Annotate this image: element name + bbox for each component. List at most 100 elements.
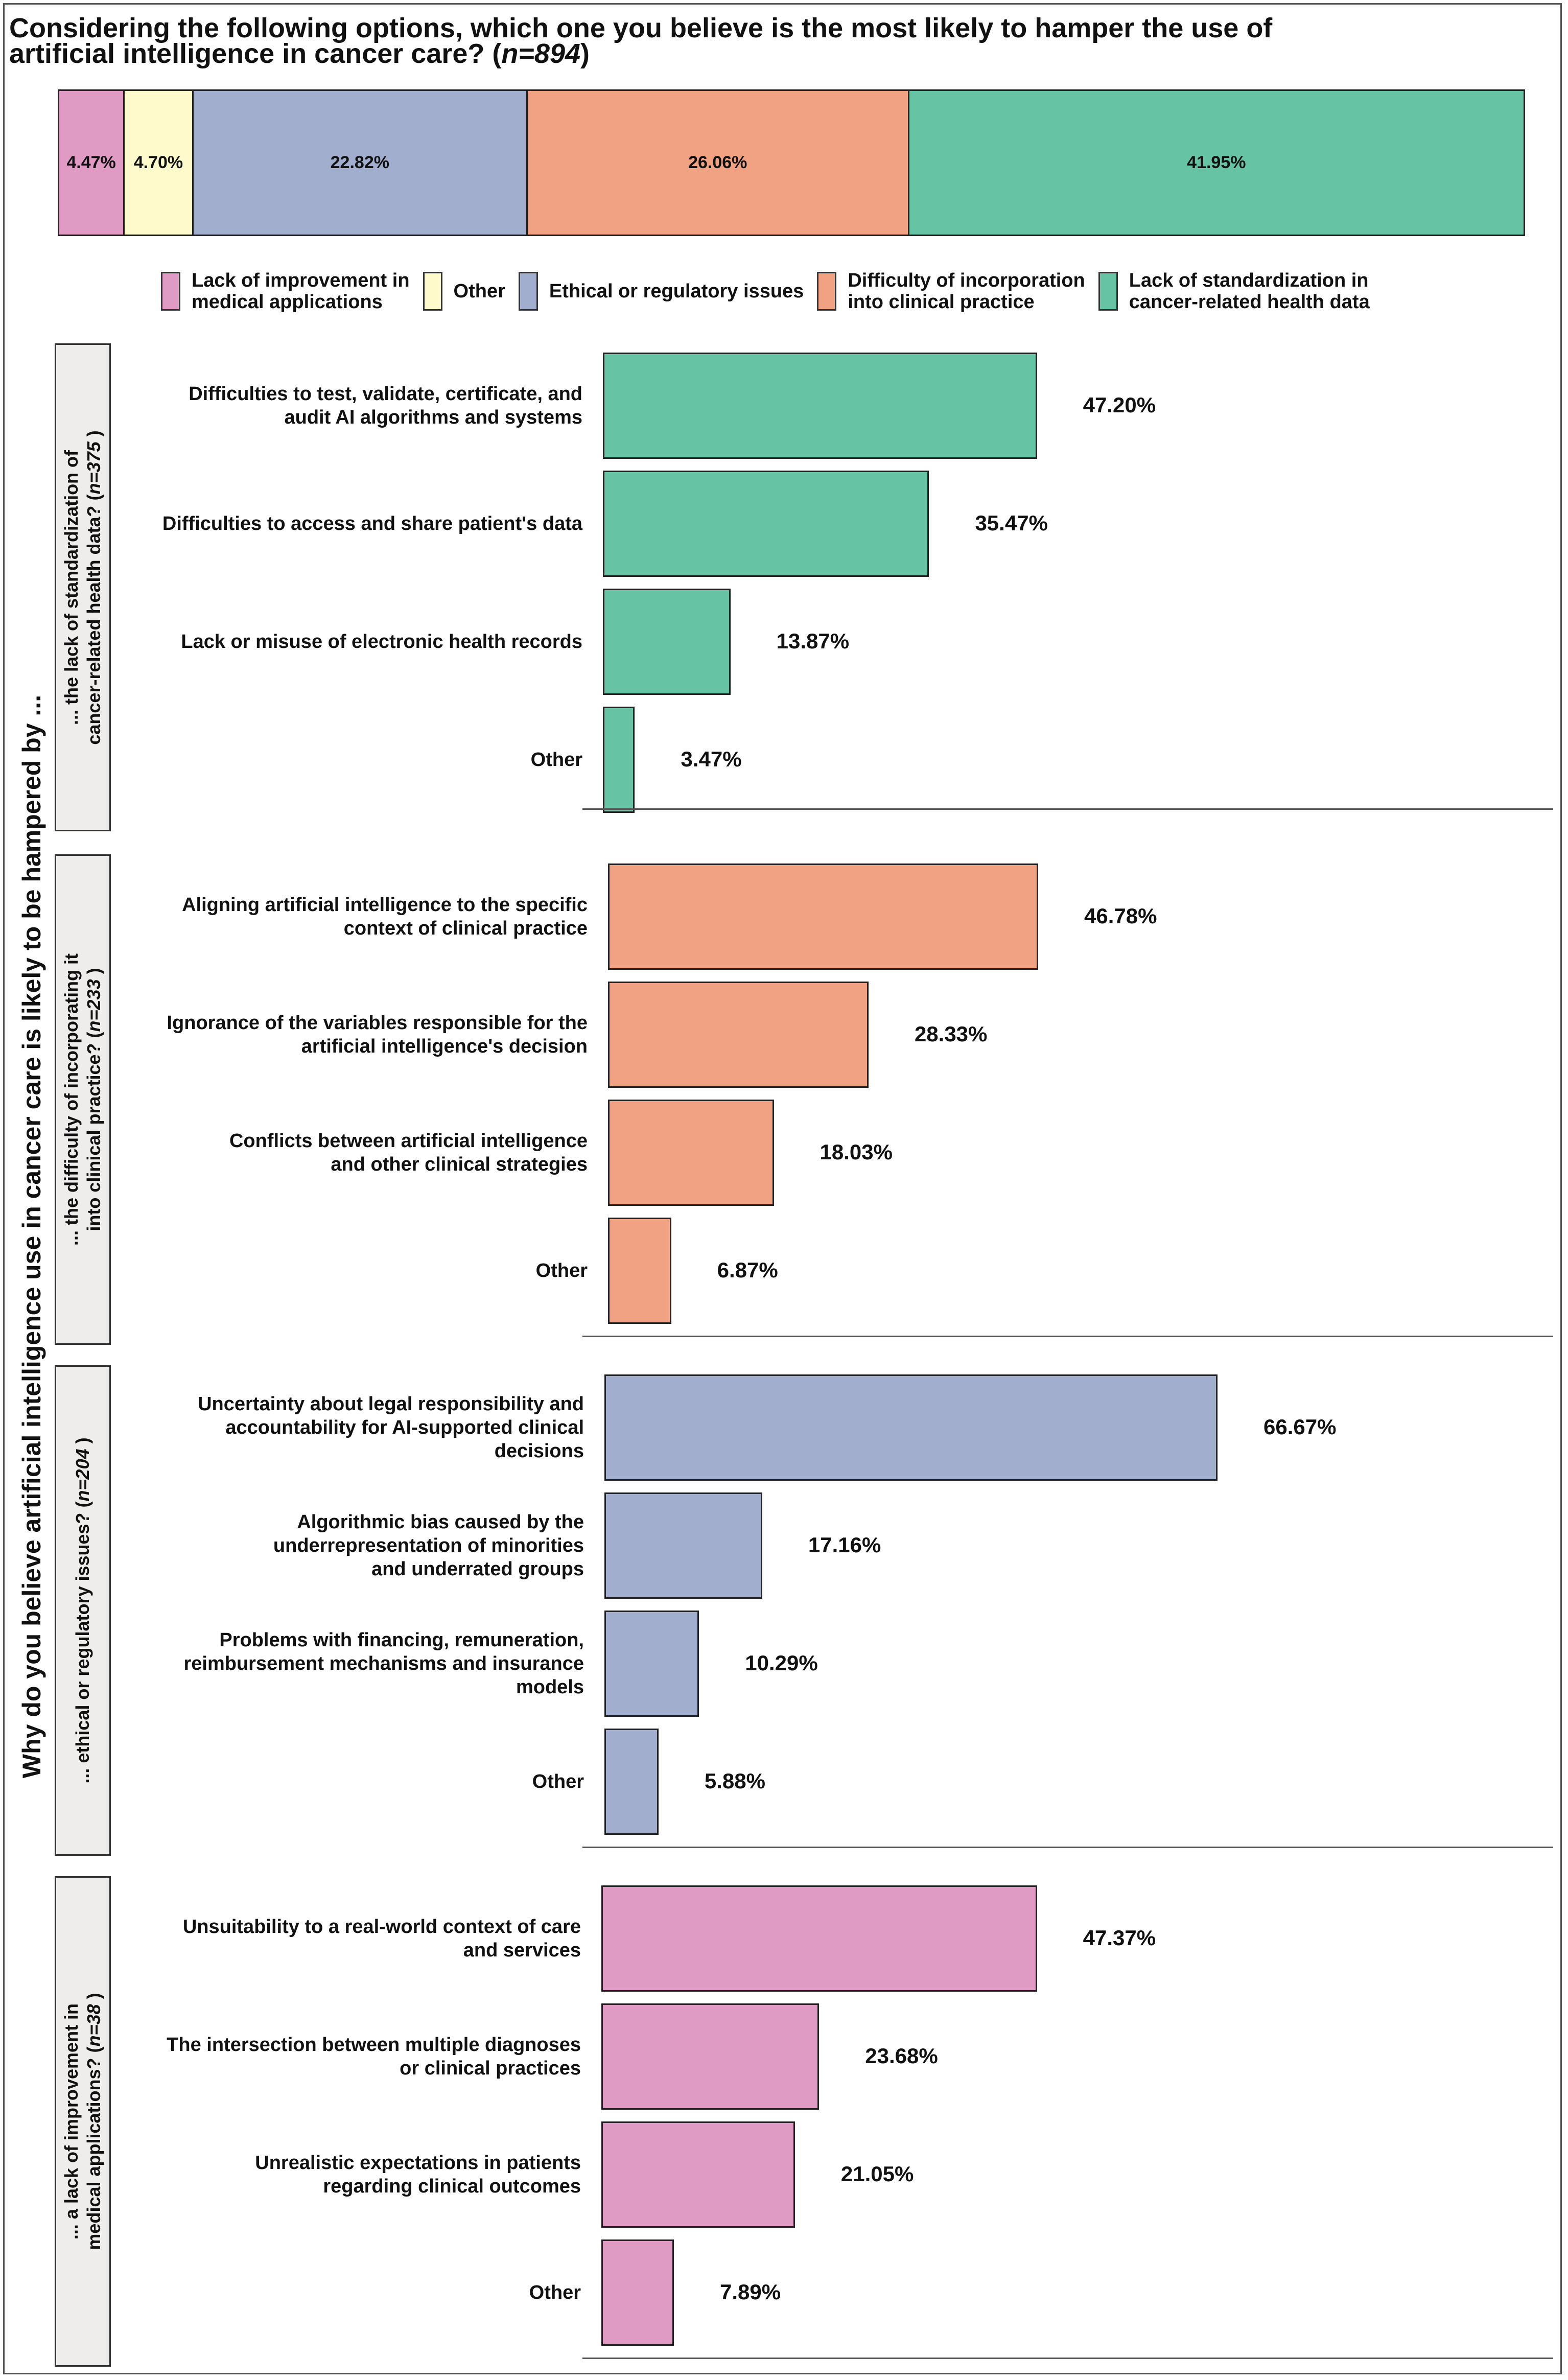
panel-strip-label: ... ethical or regulatory issues? (n=204… [72, 1437, 94, 1783]
bar-panel4-1 [601, 1885, 1037, 1992]
value-label: 35.47% [975, 511, 1048, 535]
panel-strip-2: ... the difficulty of incorporating it in… [55, 854, 111, 1345]
panel-strip-1: ... the lack of standardization of cancer… [55, 343, 111, 831]
bar-panel3-1 [604, 1374, 1218, 1481]
legend-label: Difficulty of incorporation into clinica… [848, 270, 1085, 313]
stacked-segment-5: 41.95% [909, 91, 1524, 235]
value-label: 23.68% [865, 2044, 938, 2068]
bar-panel2-1 [608, 864, 1039, 970]
value-label: 5.88% [704, 1769, 765, 1793]
bar-panel4-2 [601, 2003, 820, 2110]
category-label: Uncertainty about legal responsibility a… [198, 1393, 584, 1462]
panel-separator [582, 1847, 1553, 1848]
bar-panel2-3 [608, 1100, 774, 1206]
value-label: 7.89% [720, 2280, 781, 2304]
panel-strip-n: n=204 [72, 1449, 93, 1502]
bar-panel3-3 [604, 1611, 699, 1717]
panel-strip-4: ... a lack of improvement in medical appl… [55, 1876, 111, 2367]
stacked-segment-4: 26.06% [527, 91, 909, 235]
facet-axis-title-text: Why do you believe artificial intelligen… [17, 694, 46, 1779]
panel-strip-close: ) [83, 1993, 104, 2004]
bar-panel1-4 [603, 707, 635, 813]
legend-swatch [1098, 272, 1118, 311]
legend-item-1: Lack of improvement in medical applicati… [161, 270, 410, 313]
chart-title-close: ) [580, 38, 590, 69]
figure-frame [3, 3, 1562, 2374]
category-label: Unsuitability to a real-world context of… [182, 1916, 581, 1961]
category-label: Other [530, 749, 582, 771]
bar-panel2-2 [608, 982, 869, 1088]
panel-strip-label: ... the lack of standardization of cancer… [60, 430, 105, 744]
panel-strip-text: ... the difficulty of incorporating it [61, 953, 82, 1246]
panel-strip-label: ... the difficulty of incorporating it in… [60, 953, 105, 1246]
legend-item-3: Ethical or regulatory issues [518, 272, 804, 311]
category-label: Ignorance of the variables responsible f… [167, 1012, 588, 1057]
bar-panel1-3 [603, 589, 731, 695]
legend: Lack of improvement in medical applicati… [161, 268, 1383, 314]
value-label: 17.16% [808, 1533, 881, 1557]
category-label: Difficulties to access and share patient… [162, 513, 582, 534]
value-label: 21.05% [840, 2162, 914, 2186]
legend-label: Ethical or regulatory issues [549, 281, 804, 302]
panel-strip-close: ) [83, 430, 104, 441]
value-label: 28.33% [914, 1022, 988, 1046]
value-label: 13.87% [776, 629, 850, 653]
category-label: Aligning artificial intelligence to the … [182, 894, 588, 939]
legend-item-5: Lack of standardization in cancer-relate… [1098, 270, 1370, 313]
value-label: 10.29% [745, 1651, 818, 1675]
stacked-segment-label: 26.06% [688, 153, 747, 172]
legend-label: Other [453, 281, 505, 302]
bar-panel3-2 [604, 1492, 762, 1599]
legend-swatch [161, 272, 180, 311]
panel-separator [582, 1336, 1553, 1337]
category-label: Conflicts between artificial intelligenc… [229, 1130, 588, 1175]
bar-panel2-4 [608, 1218, 671, 1324]
value-label: 66.67% [1263, 1415, 1337, 1439]
stacked-segment-3: 22.82% [193, 91, 528, 235]
legend-swatch [817, 272, 837, 311]
category-label: The intersection between multiple diagno… [167, 2034, 581, 2079]
panel-strip-label: ... a lack of improvement in medical appl… [60, 1993, 105, 2250]
bar-panel1-1 [603, 353, 1037, 459]
value-label: 3.47% [681, 747, 742, 771]
chart-title-text: Considering the following options, which… [9, 13, 1273, 69]
legend-swatch [518, 272, 538, 311]
category-label: Lack or misuse of electronic health reco… [181, 631, 582, 652]
panel-separator [582, 808, 1553, 810]
category-label: Other [535, 1260, 588, 1281]
chart-title-n: n=894 [501, 38, 581, 69]
legend-swatch [423, 272, 442, 311]
stacked-segment-label: 22.82% [330, 153, 389, 172]
category-label: Unrealistic expectations in patients reg… [255, 2152, 581, 2197]
panel-strip-close: ) [83, 968, 104, 979]
bar-panel4-3 [601, 2121, 795, 2228]
bar-panel4-4 [601, 2239, 674, 2346]
stacked-segment-label: 4.47% [66, 153, 116, 172]
panel-strip-text: ... ethical or regulatory issues? ( [72, 1501, 93, 1784]
value-label: 47.20% [1083, 393, 1156, 417]
panel-strip-3: ... ethical or regulatory issues? (n=204… [55, 1365, 111, 1856]
legend-label: Lack of standardization in cancer-relate… [1129, 270, 1370, 313]
bar-panel1-2 [603, 471, 929, 577]
category-label: Algorithmic bias caused by the underrepr… [273, 1511, 584, 1580]
legend-label: Lack of improvement in medical applicati… [192, 270, 410, 313]
value-label: 47.37% [1083, 1926, 1156, 1950]
panel-strip-close: ) [72, 1437, 93, 1449]
legend-item-2: Other [423, 272, 505, 311]
stacked-segment-1: 4.47% [59, 91, 125, 235]
category-label: Difficulties to test, validate, certific… [189, 383, 582, 428]
stacked-segment-label: 4.70% [133, 153, 183, 172]
category-label: Other [532, 1771, 584, 1792]
value-label: 46.78% [1084, 904, 1157, 928]
chart-title: Considering the following options, which… [9, 13, 1491, 69]
value-label: 18.03% [820, 1140, 893, 1164]
stacked-bar: 4.47% 4.70% 22.82% 26.06% 41.95% [58, 89, 1525, 236]
panel-strip-n: n=233 [83, 979, 104, 1032]
stacked-segment-label: 41.95% [1187, 153, 1246, 172]
category-label: Problems with financing, remuneration, r… [183, 1629, 584, 1698]
panel-strip-text: into clinical practice? ( [83, 1032, 104, 1231]
panel-strip-text: ... the lack of standardization of [61, 450, 82, 725]
stacked-segment-2: 4.70% [125, 91, 194, 235]
category-label: Other [529, 2282, 581, 2303]
panel-strip-n: n=375 [83, 441, 104, 494]
